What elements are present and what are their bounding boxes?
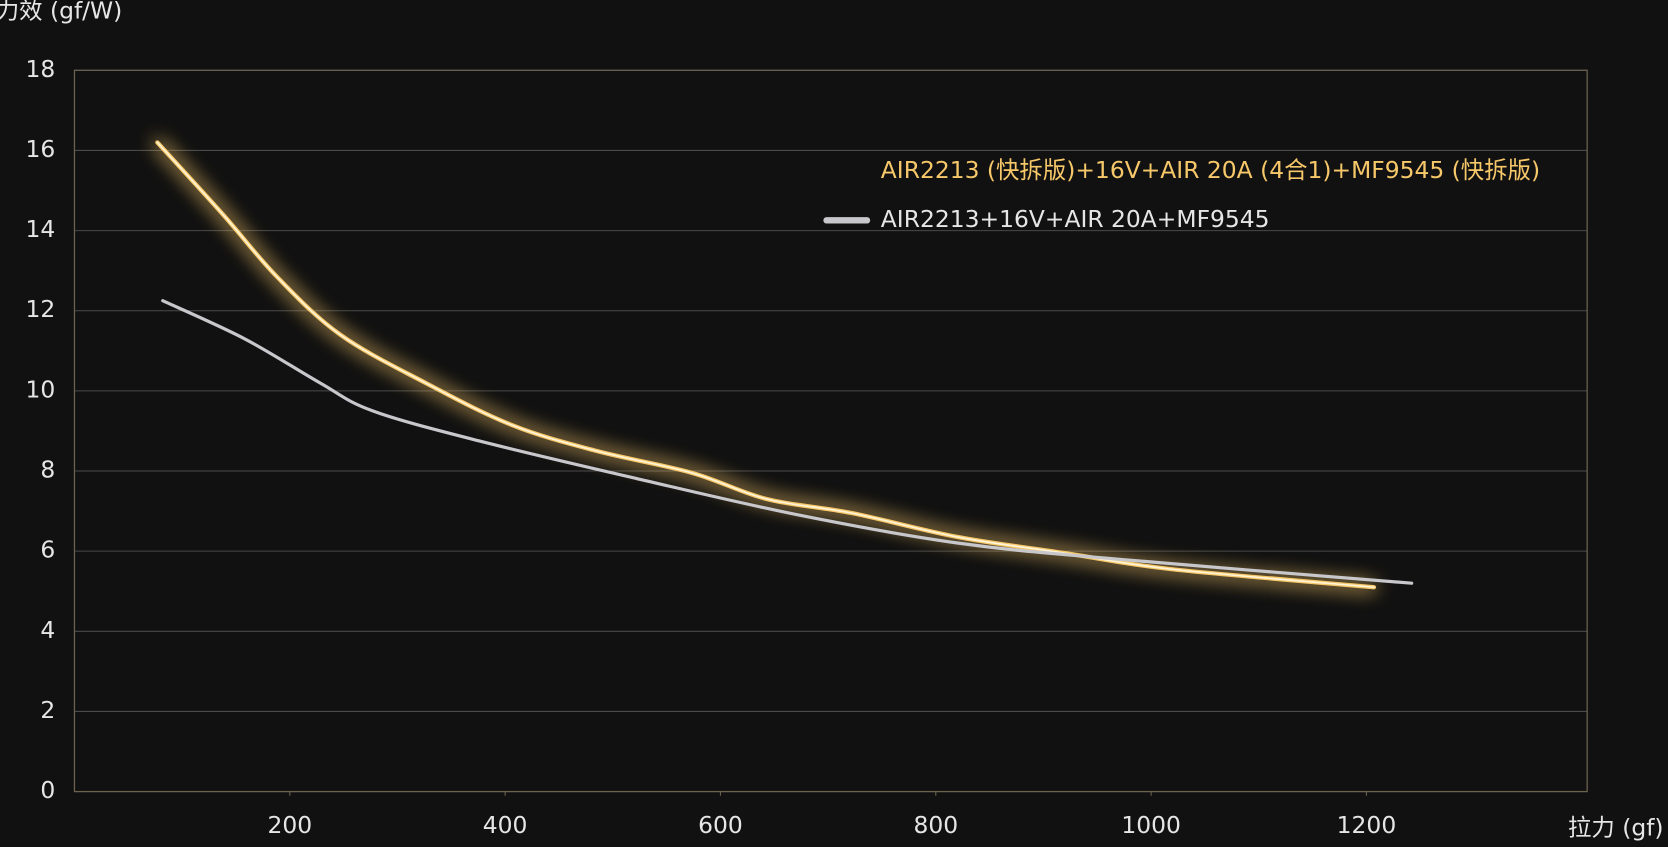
y-axis-title: 力效 (gf/W) <box>0 0 122 24</box>
plot-frame <box>73 69 1588 793</box>
y-tick-label: 6 <box>40 536 55 564</box>
x-tick-label: 600 <box>698 811 743 839</box>
x-tick-label: 1000 <box>1121 811 1181 839</box>
x-axis-title: 拉力 (gf) <box>1568 813 1664 841</box>
legend-label: AIR2213+16V+AIR 20A+MF9545 <box>881 205 1270 233</box>
y-tick-label: 12 <box>26 295 56 323</box>
y-tick-label: 16 <box>26 135 56 163</box>
x-tick-label: 800 <box>913 811 958 839</box>
y-tick-label: 0 <box>40 776 55 804</box>
x-tick-label: 400 <box>483 811 528 839</box>
legend-label: AIR2213 (快拆版)+16V+AIR 20A (4合1)+MF9545 (… <box>881 156 1540 184</box>
series-line <box>161 299 1414 585</box>
y-tick-label: 18 <box>26 55 56 83</box>
y-tick-label: 2 <box>40 696 55 724</box>
x-tick-label: 200 <box>267 811 312 839</box>
x-tick-label: 1200 <box>1337 811 1397 839</box>
y-tick-label: 10 <box>26 375 56 403</box>
y-tick-label: 4 <box>40 616 55 644</box>
y-tick-label: 8 <box>40 456 55 484</box>
y-tick-label: 14 <box>26 215 56 243</box>
